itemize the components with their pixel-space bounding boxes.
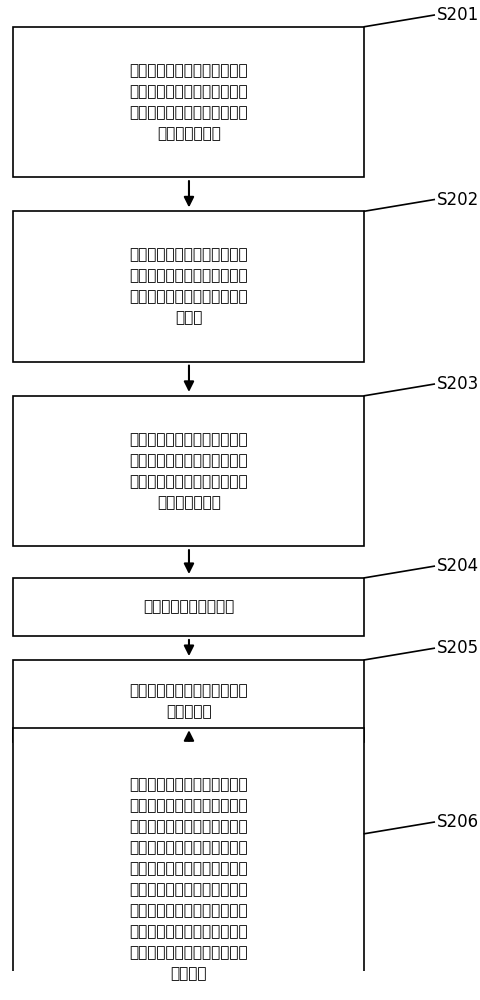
Text: S206: S206 bbox=[435, 813, 478, 831]
Text: 获取所述水力平衡阀两端的压
强差，根据所述压强差和所述
流量系数计算流经所述水力平
衡阀的当前流量: 获取所述水力平衡阀两端的压 强差，根据所述压强差和所述 流量系数计算流经所述水力… bbox=[130, 432, 248, 510]
Bar bbox=[13, 396, 364, 546]
Text: S201: S201 bbox=[435, 6, 478, 24]
Bar bbox=[13, 578, 364, 636]
Text: 获取所述水力平衡阀的阀门开
度，根据所述阀门参数曲线确
定与所述阀门开度相对应的流
量系数: 获取所述水力平衡阀的阀门开 度，根据所述阀门参数曲线确 定与所述阀门开度相对应的… bbox=[130, 247, 248, 325]
Text: 根据所述现场参数调查记录制
定调试方案: 根据所述现场参数调查记录制 定调试方案 bbox=[130, 683, 248, 719]
Text: S202: S202 bbox=[435, 191, 478, 209]
Text: S205: S205 bbox=[435, 639, 478, 657]
Text: 根据预先制定的调试方案，向
操作者发送与所述水力平衡阀
相对应的目标流量，以使所述
操作者判断所述当前流量是否
与所述目标流量相匹配，并在
所述当前流量与所述目: 根据预先制定的调试方案，向 操作者发送与所述水力平衡阀 相对应的目标流量，以使所… bbox=[130, 777, 248, 981]
Bar bbox=[13, 27, 364, 177]
Text: 确定待调试的水力平衡阀的产
品标识，从预先设置的数据库
中获取与所述产品标识相对应
的阀门参数曲线: 确定待调试的水力平衡阀的产 品标识，从预先设置的数据库 中获取与所述产品标识相对… bbox=[130, 63, 248, 141]
Text: S203: S203 bbox=[435, 375, 478, 393]
Bar bbox=[13, 728, 364, 1000]
Bar bbox=[13, 211, 364, 362]
Text: S204: S204 bbox=[435, 557, 478, 575]
Text: 接收现场参数调查记录: 接收现场参数调查记录 bbox=[143, 599, 234, 614]
Bar bbox=[13, 660, 364, 742]
